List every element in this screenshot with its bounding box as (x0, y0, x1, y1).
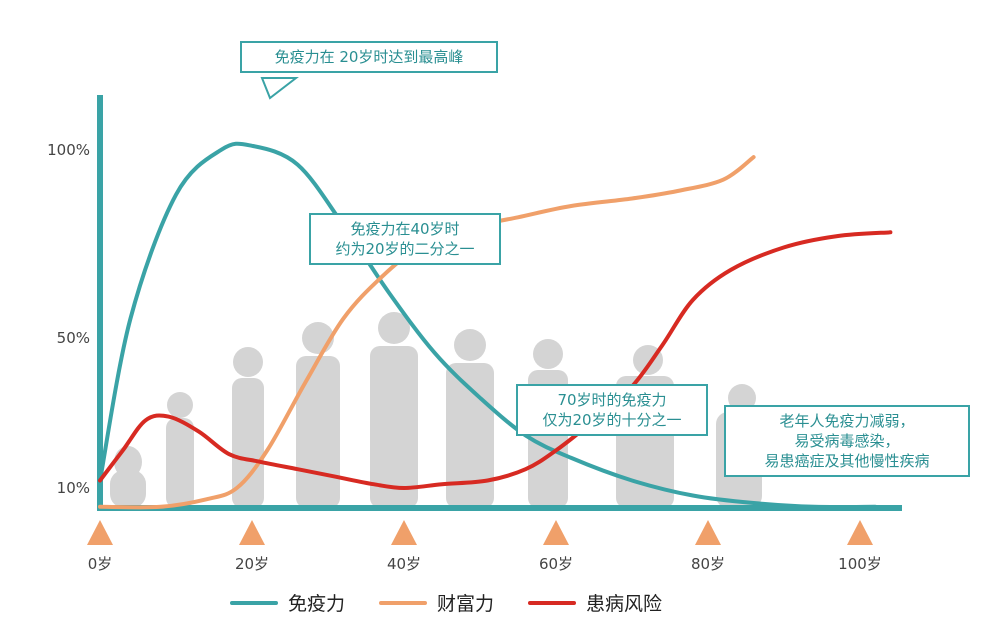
x-tick-marker-20 (239, 520, 265, 545)
x-tick-label-0: 0岁 (87, 555, 113, 573)
legend-swatch-wealth (379, 600, 428, 605)
legend-item-immunity: 免疫力 (230, 589, 345, 616)
legend-label-disease-risk: 患病风险 (586, 593, 663, 615)
annotation-age70-line-2: 仅为20岁的十分之一 (542, 411, 682, 429)
x-tick-marker-40 (391, 520, 417, 545)
annotation-peak-line-1: 免疫力在 20岁时达到最高峰 (274, 48, 464, 66)
annotation-age70: 70岁时的免疫力 仅为20岁的十分之一 (516, 384, 708, 436)
legend-label-immunity: 免疫力 (288, 593, 346, 615)
annotation-elderly-line-1: 老年人免疫力减弱， (779, 412, 915, 430)
x-tick-label-40: 40岁 (386, 555, 422, 573)
annotation-age40: 免疫力在40岁时 约为20岁的二分之一 (309, 213, 501, 265)
chart-legend: 免疫力 财富力 患病风险 (230, 589, 696, 616)
x-tick-marker-80 (695, 520, 721, 545)
y-tick-label-10: 10% (56, 479, 90, 497)
annotation-age70-line-1: 70岁时的免疫力 (557, 391, 667, 409)
annotation-peak: 免疫力在 20岁时达到最高峰 (240, 41, 498, 73)
x-tick-marker-100 (847, 520, 873, 545)
legend-swatch-disease-risk (528, 600, 577, 605)
x-tick-marker-60 (543, 520, 569, 545)
series-immunity-line (98, 141, 878, 510)
y-tick-label-100: 100% (47, 140, 90, 159)
annotation-elderly-line-3: 易患癌症及其他慢性疾病 (764, 452, 930, 470)
annotation-age40-line-2: 约为20岁的二分之一 (335, 240, 475, 258)
peak-callout-pointer (260, 77, 299, 100)
x-tick-label-20: 20岁 (234, 555, 270, 573)
legend-label-wealth: 财富力 (437, 593, 495, 615)
x-tick-label-100: 100岁 (838, 555, 882, 573)
chart-axes (97, 95, 902, 511)
annotation-elderly-line-2: 易受病毒感染， (794, 432, 900, 450)
x-tick-label-80: 80岁 (690, 555, 726, 573)
x-tick-markers (87, 520, 873, 545)
annotation-age40-line-1: 免疫力在40岁时 (350, 220, 460, 238)
legend-swatch-immunity (230, 600, 278, 605)
annotation-elderly: 老年人免疫力减弱， 易受病毒感染， 易患癌症及其他慢性疾病 (724, 405, 970, 477)
legend-item-wealth: 财富力 (379, 589, 494, 616)
legend-item-disease-risk: 患病风险 (528, 589, 662, 616)
x-tick-label-60: 60岁 (538, 555, 574, 573)
series-disease-risk-line (98, 230, 893, 491)
y-tick-label-50: 50% (56, 328, 90, 347)
x-tick-marker-0 (87, 520, 113, 545)
